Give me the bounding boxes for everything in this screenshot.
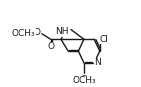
Text: O: O bbox=[47, 42, 54, 51]
Text: O: O bbox=[34, 28, 40, 37]
Text: OCH₃: OCH₃ bbox=[72, 76, 96, 85]
Text: NH: NH bbox=[55, 27, 68, 36]
Text: N: N bbox=[94, 58, 101, 67]
Text: Cl: Cl bbox=[100, 35, 109, 44]
Text: O: O bbox=[80, 75, 87, 84]
Text: OCH₃: OCH₃ bbox=[12, 29, 35, 38]
